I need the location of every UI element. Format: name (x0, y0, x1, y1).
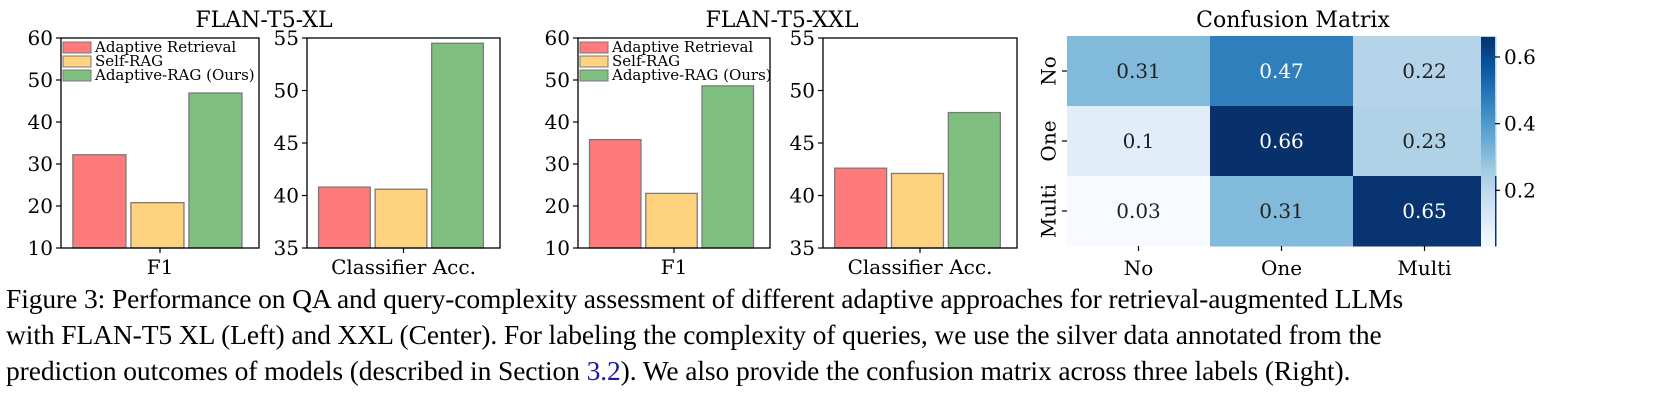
bar-adaptive-rag-ours (188, 92, 243, 249)
legend-swatch-adaptive-retrieval (579, 41, 609, 54)
y-tick-label: 45 (274, 131, 299, 155)
caption-line-2: with FLAN-T5 XL (Left) and XXL (Center).… (6, 319, 1382, 350)
bar-self-rag (890, 172, 945, 249)
heatmap-y-label: No (1037, 56, 1061, 86)
heatmap-cell-value: 0.31 (1116, 59, 1161, 83)
figure-3: FLAN-T5-XL FLAN-T5-XXL Confusion Matrix … (28, 8, 1536, 280)
legend-label-self-rag: Self-RAG (95, 52, 163, 70)
bar-panel-1: 10 20 30 40 50 60 F1 (28, 26, 260, 279)
heatmap-cell (1067, 36, 1211, 107)
y-tick-label: 35 (274, 236, 299, 260)
colorbar-tick-label: 0.6 (1504, 45, 1536, 69)
heatmap-cell-value: 0.03 (1116, 199, 1161, 223)
y-tick-label: 30 (28, 152, 53, 176)
heatmap-cell-value: 0.23 (1402, 129, 1447, 153)
heatmap-x-label: One (1261, 256, 1302, 280)
heatmap-cell (1210, 176, 1354, 247)
x-axis-label: Classifier Acc. (848, 255, 993, 279)
caption-line-3-end: ). We also provide the confusion matrix … (620, 355, 1351, 386)
y-tick-label: 20 (545, 194, 570, 218)
heatmap-cell (1067, 176, 1211, 247)
heatmap-cell-value: 0.66 (1259, 129, 1304, 153)
chart-title-xl: FLAN-T5-XL (195, 8, 333, 33)
bar-adaptive-rag-ours (701, 85, 755, 249)
y-tick-label: 50 (274, 79, 299, 103)
bar-adaptive-retrieval (72, 154, 127, 249)
caption-line-3-start: prediction outcomes of models (described… (6, 355, 587, 386)
bar-panels: 10 20 30 40 50 60 F1 35 40 45 50 55 Classifier Acc. 1… (28, 26, 1018, 279)
y-tick-label: 20 (28, 194, 53, 218)
legend-xxl: Adaptive Retrieval Self-RAG Adaptive-RAG… (579, 38, 772, 84)
caption-line-3: prediction outcomes of models (described… (6, 353, 1674, 389)
legend-swatch-self-rag (62, 55, 92, 68)
heatmap-cell (1067, 106, 1211, 177)
heatmap-cell (1353, 106, 1497, 177)
heatmap-cell-value: 0.1 (1123, 129, 1155, 153)
heatmap-x-label: Multi (1397, 256, 1451, 280)
confusion-matrix-heatmap: 0.31 0.47 0.22 0.1 0.66 0.23 0.03 0.31 0.65 No One… (1037, 36, 1497, 280)
heatmap-cell (1353, 36, 1497, 107)
y-tick-label: 45 (790, 131, 815, 155)
heatmap-x-label: No (1124, 256, 1154, 280)
bar-adaptive-retrieval (317, 186, 371, 249)
heatmap-cell (1210, 106, 1354, 177)
heatmap-cell (1210, 36, 1354, 107)
bar-panel-4: 35 40 45 50 55 Classifier Acc. (790, 26, 1018, 279)
section-ref-link[interactable]: 3.2 (586, 355, 621, 386)
bar-adaptive-retrieval (588, 138, 642, 249)
y-tick-label: 10 (28, 236, 53, 260)
legend-xl: Adaptive Retrieval Self-RAG Adaptive-RAG… (62, 38, 255, 84)
bar-panel-2: 35 40 45 50 55 Classifier Acc. (274, 26, 501, 279)
bar-self-rag (374, 188, 428, 249)
bar-adaptive-rag-ours (947, 111, 1001, 249)
legend-swatch-adaptive-retrieval (62, 41, 92, 54)
colorbar-tick-label: 0.4 (1504, 112, 1536, 136)
y-tick-label: 40 (545, 110, 570, 134)
caption-line-1: Figure 3: Performance on QA and query-co… (6, 283, 1404, 314)
x-axis-label: F1 (147, 255, 174, 279)
heatmap-cell-value: 0.31 (1259, 199, 1304, 223)
bar-adaptive-retrieval (833, 167, 888, 249)
y-tick-label: 55 (790, 26, 815, 50)
chart-title-confusion: Confusion Matrix (1196, 8, 1390, 33)
y-tick-label: 10 (545, 236, 570, 260)
x-axis-label: Classifier Acc. (331, 255, 476, 279)
y-tick-label: 40 (28, 110, 53, 134)
legend-label-adaptive-retrieval: Adaptive Retrieval (611, 38, 753, 56)
bar-panel-3: 10 20 30 40 50 60 F1 (545, 26, 771, 279)
colorbar-tick-label: 0.2 (1504, 178, 1536, 202)
heatmap-cell-value: 0.65 (1402, 199, 1447, 223)
heatmap-y-label: Multi (1037, 184, 1061, 238)
y-tick-label: 50 (790, 79, 815, 103)
x-axis-label: F1 (661, 255, 688, 279)
legend-label-adaptive-rag: Adaptive-RAG (Ours) (94, 66, 255, 84)
heatmap-y-label: One (1037, 120, 1061, 161)
bar-self-rag (130, 201, 185, 249)
legend-label-adaptive-rag: Adaptive-RAG (Ours) (611, 66, 772, 84)
y-tick-label: 40 (274, 184, 299, 208)
chart-title-xxl: FLAN-T5-XXL (706, 8, 859, 33)
y-tick-label: 40 (790, 184, 815, 208)
bar-adaptive-rag-ours (431, 42, 485, 249)
y-tick-label: 35 (790, 236, 815, 260)
colorbar-gradient (1481, 37, 1495, 247)
heatmap-cell-value: 0.47 (1259, 59, 1304, 83)
legend-label-adaptive-retrieval: Adaptive Retrieval (94, 38, 236, 56)
legend-swatch-adaptive-rag (62, 69, 92, 82)
heatmap-cell-value: 0.22 (1402, 59, 1447, 83)
confusion-matrix-colorbar: 0.2 0.4 0.6 (1481, 37, 1536, 247)
y-tick-label: 60 (28, 26, 53, 50)
y-tick-label: 50 (28, 68, 53, 92)
bar-self-rag (645, 192, 698, 249)
y-tick-label: 50 (545, 68, 570, 92)
figure-caption: Figure 3: Performance on QA and query-co… (6, 281, 1674, 389)
legend-swatch-self-rag (579, 55, 609, 68)
legend-swatch-adaptive-rag (579, 69, 609, 82)
heatmap-cell (1353, 176, 1497, 247)
y-tick-label: 30 (545, 152, 570, 176)
y-tick-label: 60 (545, 26, 570, 50)
legend-label-self-rag: Self-RAG (612, 52, 680, 70)
y-tick-label: 55 (274, 26, 299, 50)
